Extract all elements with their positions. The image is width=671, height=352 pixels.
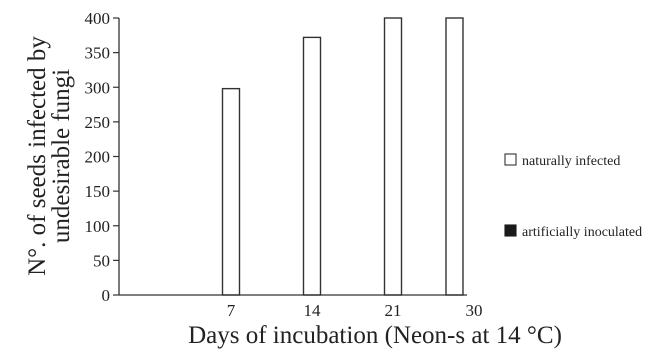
legend-label: artificially inoculated xyxy=(522,225,642,240)
y-tick-label: 0 xyxy=(102,286,111,305)
bar-naturally-infected xyxy=(221,87,241,296)
x-tick-label: 7 xyxy=(227,301,236,320)
y-tick-label: 350 xyxy=(85,44,111,63)
y-tick-label: 300 xyxy=(85,78,111,97)
bar-naturally-infected xyxy=(383,17,403,296)
bar-naturally-infected xyxy=(302,36,322,296)
y-axis-title-line-1: N°. of seeds infected by xyxy=(24,36,51,276)
y-tick-label: 200 xyxy=(85,148,111,167)
x-axis-title: Days of incubation (Neon-s at 14 °C) xyxy=(188,322,562,349)
y-tick-label: 100 xyxy=(85,217,111,236)
legend-label: naturally infected xyxy=(522,154,620,169)
legend-swatch xyxy=(504,153,517,166)
x-tick-label: 14 xyxy=(304,301,322,320)
y-tick-label: 250 xyxy=(85,113,111,132)
y-tick-label: 400 xyxy=(85,9,111,28)
bar-naturally-infected xyxy=(445,17,464,296)
x-tick-label: 21 xyxy=(385,301,402,320)
y-tick-label: 150 xyxy=(85,182,111,201)
y-axis-title-line-2: undesirable fungi xyxy=(48,69,75,243)
legend-swatch xyxy=(504,224,517,237)
x-tick-label: 30 xyxy=(466,301,483,320)
y-tick-label: 50 xyxy=(93,251,110,270)
